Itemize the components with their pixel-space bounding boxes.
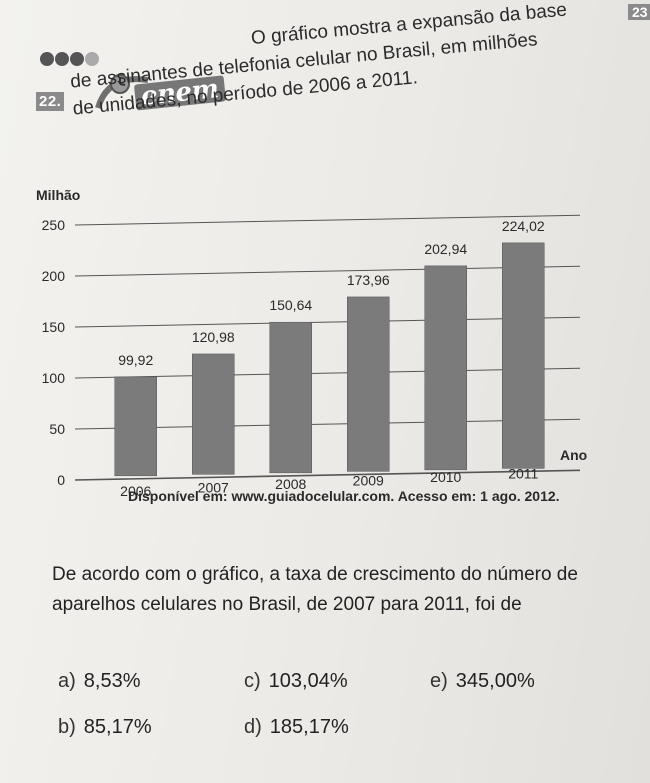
x-tick-label: 2010 xyxy=(430,469,461,485)
bar xyxy=(192,353,235,475)
x-tick-label: 2009 xyxy=(353,472,384,488)
gridline xyxy=(74,367,581,379)
bar-chart: 0 50 100 150 200 250 Milhão 99,92 2006 120,98 2007… xyxy=(0,150,650,510)
option-e[interactable]: e) 345,00% xyxy=(430,670,535,693)
option-a[interactable]: a) 8,53% xyxy=(58,670,141,693)
bar xyxy=(347,296,390,472)
question-intro: O gráfico mostra a expansão da base de a… xyxy=(64,0,632,123)
option-letter: e) xyxy=(430,670,448,692)
option-text: 85,17% xyxy=(83,716,152,738)
data-label: 120,98 xyxy=(192,329,235,345)
y-tick-label: 50 xyxy=(49,421,65,437)
question-number: 22. xyxy=(36,92,65,111)
option-b[interactable]: b) 85,17% xyxy=(58,716,152,739)
data-label: 150,64 xyxy=(269,297,312,313)
chart-source: Disponível em: www.guiadocelular.com. Ac… xyxy=(128,488,560,504)
x-tick-label: 2007 xyxy=(198,479,229,495)
y-tick-label: 200 xyxy=(42,268,66,284)
x-tick-label: 2011 xyxy=(508,465,538,481)
next-question-number: 23 xyxy=(628,4,650,20)
option-letter: d) xyxy=(244,716,262,738)
gridline xyxy=(74,316,581,328)
y-tick-label: 150 xyxy=(42,319,66,335)
option-c[interactable]: c) 103,04% xyxy=(244,670,348,693)
option-text: 185,17% xyxy=(269,716,349,738)
bar xyxy=(269,321,312,474)
x-tick-label: 2006 xyxy=(120,483,151,499)
bar xyxy=(424,265,467,471)
bar xyxy=(502,242,545,469)
decorative-dots-icon xyxy=(40,52,100,71)
option-d[interactable]: d) 185,17% xyxy=(244,716,349,739)
option-letter: c) xyxy=(244,670,261,692)
gridline xyxy=(74,265,581,277)
x-tick-label: 2008 xyxy=(275,476,306,492)
gridline xyxy=(74,214,581,226)
enem-logo-icon xyxy=(95,74,149,109)
bar-chart-svg: 0 50 100 150 200 250 Milhão 99,92 2006 120,98 2007… xyxy=(36,187,587,499)
option-text: 8,53% xyxy=(83,670,141,692)
option-letter: a) xyxy=(58,670,76,692)
gridline xyxy=(74,469,581,481)
gridline xyxy=(74,418,581,430)
data-label: 173,96 xyxy=(347,272,390,288)
option-text: 345,00% xyxy=(455,670,535,692)
y-axis-label: Milhão xyxy=(36,187,80,203)
option-letter: b) xyxy=(58,716,76,738)
data-label: 99,92 xyxy=(118,352,153,368)
y-tick-label: 250 xyxy=(42,217,66,233)
data-label: 224,02 xyxy=(502,218,545,234)
bar xyxy=(114,376,157,477)
option-text: 103,04% xyxy=(268,670,348,692)
x-axis-label: Ano xyxy=(560,447,587,463)
y-tick-label: 0 xyxy=(57,472,65,488)
question-text: De acordo com o gráfico, a taxa de cresc… xyxy=(52,564,578,615)
data-label: 202,94 xyxy=(424,241,467,257)
y-tick-label: 100 xyxy=(42,370,66,386)
